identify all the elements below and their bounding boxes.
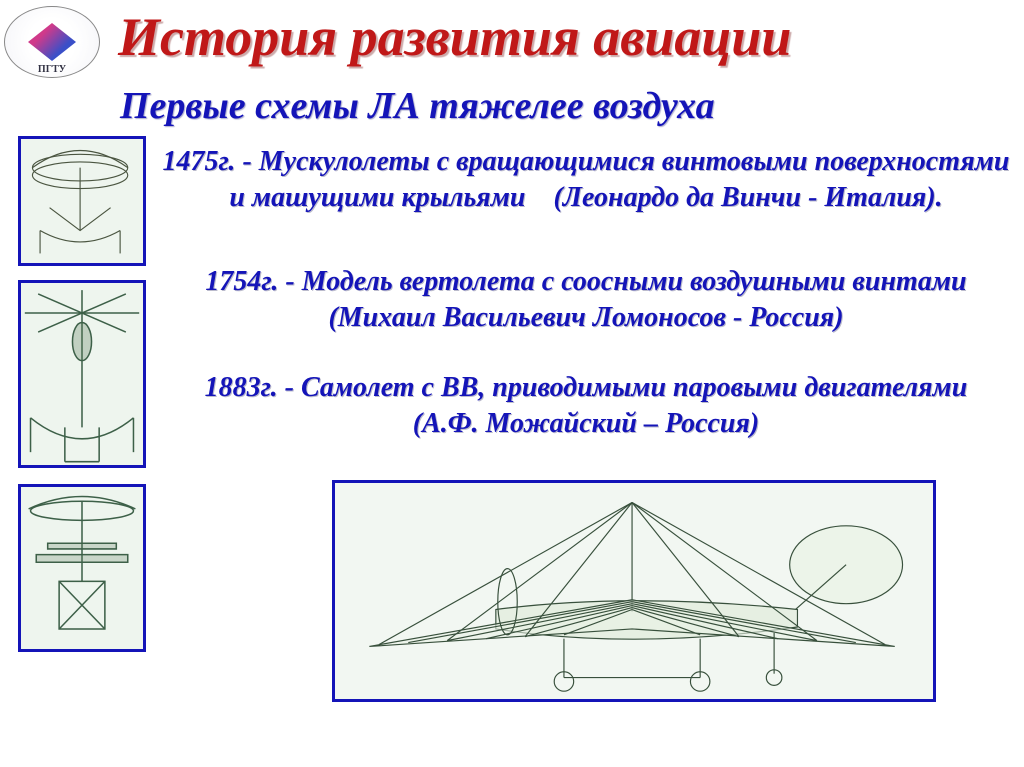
entry-author: (Леонардо да Винчи - Италия). [553, 182, 942, 213]
thumbnail-davinci [18, 136, 146, 266]
logo-icon [28, 23, 76, 61]
entry-author: (Михаил Васильевич Ломоносов - Россия) [328, 302, 843, 333]
entry-desc: Мускулолеты с вращающимися винтовыми пов… [259, 146, 1010, 177]
entry-1883: 1883г. - Самолет с ВВ, приводимыми паров… [162, 370, 1010, 442]
logo-caption: ПГТУ [38, 64, 66, 75]
entry-author: (А.Ф. Можайский – Россия) [413, 408, 760, 439]
entry-year: 1883г. [205, 372, 278, 403]
thumbnail-lomonosov [18, 280, 146, 468]
entry-desc-2: и машущими крыльями [229, 182, 525, 213]
page-subtitle: Первые схемы ЛА тяжелее воздуха [120, 84, 715, 128]
entry-desc: Модель вертолета с соосными воздушными в… [302, 266, 967, 297]
university-logo: ПГТУ [4, 6, 100, 78]
entry-year: 1475г. [162, 146, 235, 177]
entry-desc: Самолет с ВВ, приводимыми паровыми двига… [301, 372, 967, 403]
entry-1754: 1754г. - Модель вертолета с соосными воз… [162, 264, 1010, 336]
entry-year: 1754г. [205, 266, 278, 297]
entry-1475: 1475г. - Мускулолеты с вращающимися винт… [162, 144, 1010, 216]
illustration-mozhaisky [332, 480, 936, 702]
page-title: История развития авиации [118, 6, 791, 68]
thumbnail-rotor-concept [18, 484, 146, 652]
